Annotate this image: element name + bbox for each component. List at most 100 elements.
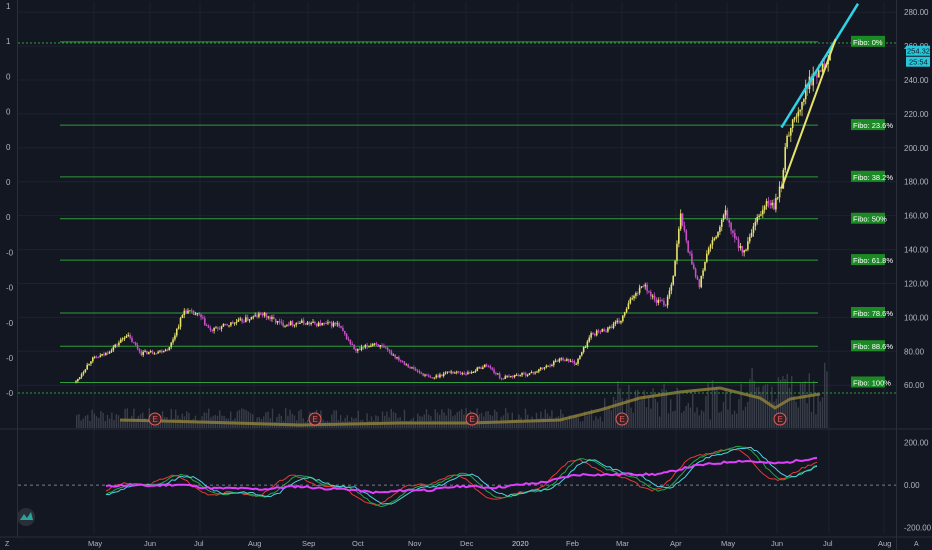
candle-down bbox=[463, 373, 465, 375]
volume-bar bbox=[238, 409, 241, 428]
volume-bar bbox=[278, 413, 280, 428]
oscillator-green-line bbox=[105, 445, 818, 508]
candle-up bbox=[108, 351, 111, 354]
candle-up bbox=[784, 147, 787, 170]
candle-up bbox=[700, 275, 703, 288]
candle-down bbox=[334, 322, 337, 325]
volume-bar bbox=[817, 392, 819, 428]
candle-up bbox=[450, 371, 452, 373]
candle-down bbox=[273, 317, 275, 320]
candle-down bbox=[261, 313, 264, 316]
candle-up bbox=[196, 313, 199, 315]
candle-down bbox=[95, 356, 98, 358]
volume-bar bbox=[529, 421, 531, 428]
volume-bar bbox=[236, 411, 238, 428]
candle-up bbox=[616, 320, 619, 323]
candle-up bbox=[552, 361, 555, 365]
volume-bar bbox=[146, 419, 148, 428]
candle-up bbox=[530, 371, 533, 374]
candle-up bbox=[804, 84, 807, 100]
candle-up bbox=[554, 360, 557, 362]
candle-up bbox=[478, 367, 480, 369]
candle-up bbox=[159, 350, 161, 352]
candle-down bbox=[265, 312, 268, 318]
candle-down bbox=[491, 367, 493, 370]
candle-up bbox=[310, 322, 312, 325]
candle-up bbox=[551, 364, 553, 366]
candle-down bbox=[362, 347, 365, 349]
volume-bar bbox=[533, 419, 535, 428]
candle-up bbox=[483, 364, 486, 368]
candle-down bbox=[734, 232, 736, 239]
volume-bar bbox=[797, 407, 799, 428]
candle-up bbox=[528, 373, 531, 375]
volume-bar bbox=[98, 418, 100, 428]
volume-bar bbox=[133, 408, 135, 428]
candle-down bbox=[246, 317, 249, 321]
volume-bar bbox=[87, 414, 89, 428]
candle-down bbox=[687, 240, 689, 253]
candle-down bbox=[134, 342, 137, 346]
candle-down bbox=[416, 370, 419, 372]
candle-down bbox=[500, 377, 503, 379]
volume-bar bbox=[722, 402, 725, 428]
candle-up bbox=[75, 381, 77, 383]
volume-bar bbox=[496, 411, 498, 428]
candle-up bbox=[254, 315, 256, 317]
volume-bar bbox=[586, 415, 588, 428]
candle-down bbox=[636, 292, 639, 294]
volume-bar bbox=[390, 408, 392, 428]
volume-bar bbox=[403, 409, 406, 428]
candle-down bbox=[487, 366, 490, 368]
candle-up bbox=[446, 371, 449, 373]
candle-up bbox=[174, 335, 176, 340]
volume-bar bbox=[104, 420, 106, 428]
candle-down bbox=[347, 339, 350, 341]
volume-bar bbox=[714, 387, 716, 428]
volume-bar bbox=[632, 412, 634, 428]
candle-down bbox=[603, 329, 605, 332]
volume-bar bbox=[652, 388, 654, 428]
candle-up bbox=[638, 287, 641, 294]
fib-label-box bbox=[851, 35, 885, 47]
volume-bar bbox=[425, 409, 428, 428]
candle-down bbox=[732, 230, 734, 233]
volume-bar bbox=[95, 416, 98, 428]
time-axis-label: 2020 bbox=[512, 539, 529, 548]
candle-down bbox=[564, 360, 566, 362]
candle-down bbox=[103, 353, 105, 356]
earnings-marker bbox=[615, 412, 629, 426]
candle-up bbox=[175, 328, 178, 336]
candle-down bbox=[198, 313, 200, 315]
candle-down bbox=[605, 331, 607, 333]
volume-bar bbox=[654, 398, 656, 428]
candle-down bbox=[146, 350, 148, 355]
candle-down bbox=[166, 349, 169, 351]
volume-bar bbox=[667, 413, 670, 428]
candle-down bbox=[663, 300, 665, 306]
candle-up bbox=[82, 372, 85, 375]
candle-up bbox=[719, 226, 721, 233]
candle-up bbox=[125, 336, 128, 338]
volume-bar bbox=[538, 418, 540, 428]
candle-down bbox=[524, 373, 527, 376]
volume-bar bbox=[522, 421, 524, 428]
volume-bar bbox=[434, 409, 436, 428]
volume-bar bbox=[357, 410, 359, 428]
price-axis-tick-label: 240.00 bbox=[904, 76, 929, 85]
candle-up bbox=[474, 370, 477, 373]
candle-down bbox=[398, 357, 400, 361]
candle-down bbox=[136, 345, 139, 349]
volume-bar bbox=[595, 416, 597, 428]
candle-down bbox=[618, 320, 620, 323]
candle-up bbox=[162, 351, 165, 353]
volume-bar bbox=[458, 410, 461, 428]
candle-up bbox=[676, 243, 678, 261]
candle-up bbox=[722, 215, 725, 220]
candle-up bbox=[267, 316, 270, 318]
candle-down bbox=[218, 328, 221, 330]
earnings-marker-label: E bbox=[470, 415, 475, 424]
volume-bar bbox=[760, 391, 762, 428]
